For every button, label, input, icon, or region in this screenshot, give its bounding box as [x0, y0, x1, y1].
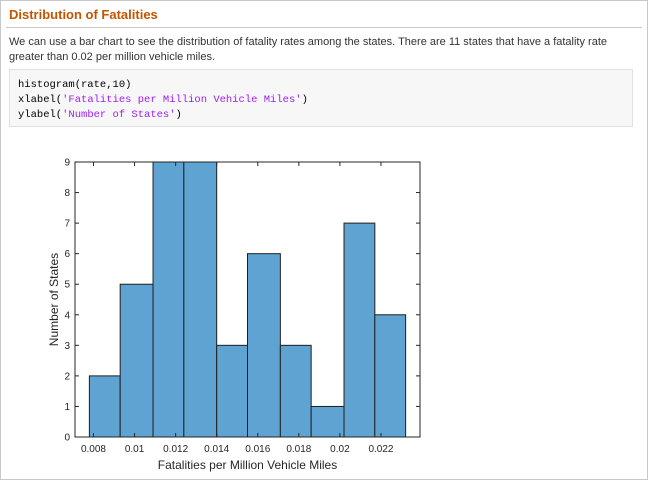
histogram-bar — [216, 344, 248, 438]
x-tick-label: 0.01 — [125, 444, 145, 455]
x-tick-label: 0.012 — [163, 444, 188, 455]
bars-group — [88, 161, 407, 438]
code-call: histogram(rate,10) — [18, 79, 132, 91]
code-call: ylabel( — [18, 109, 63, 121]
code-string: 'Fatalities per Million Vehicle Miles' — [62, 94, 302, 106]
x-tick-label: 0.022 — [368, 444, 393, 455]
y-tick-label: 2 — [64, 371, 70, 382]
y-tick-label: 6 — [64, 249, 70, 260]
histogram-bar — [183, 161, 218, 438]
x-tick-label: 0.016 — [245, 444, 270, 455]
x-tick-label: 0.02 — [330, 444, 350, 455]
histogram-bar — [343, 222, 376, 438]
y-tick-label: 1 — [64, 402, 70, 413]
histogram-bar — [310, 405, 345, 438]
y-tick-label: 8 — [64, 188, 70, 199]
histogram-bar — [279, 344, 312, 438]
code-string: 'Number of States' — [62, 109, 176, 121]
intro-paragraph: We can use a bar chart to see the distri… — [9, 36, 608, 63]
x-axis-label: Fatalities per Million Vehicle Miles — [158, 458, 337, 472]
code-call: ) — [175, 109, 182, 121]
axes-box — [74, 161, 421, 438]
title-divider — [6, 27, 642, 28]
x-tick-label: 0.008 — [81, 444, 106, 455]
code-line-3: ylabel('Number of States') — [18, 108, 624, 123]
histogram-bar — [247, 253, 281, 438]
x-ticks: 0.008 0.01 0.012 0.014 0.016 0.018 0.02 0.022 — [81, 162, 394, 455]
x-tick-label: 0.014 — [204, 444, 229, 455]
y-tick-label: 4 — [64, 310, 70, 321]
section-title: Distribution of Fatalities — [9, 7, 158, 22]
y-axis-label: Number of States — [47, 253, 61, 346]
histogram-bar — [152, 161, 185, 438]
histogram-bar — [119, 283, 154, 438]
code-line-2: xlabel('Fatalities per Million Vehicle M… — [18, 93, 624, 108]
y-tick-label: 3 — [64, 341, 70, 352]
y-ticks: 0 1 2 3 4 5 6 7 8 9 — [64, 158, 420, 444]
code-call: xlabel( — [18, 94, 63, 106]
code-call: ) — [301, 94, 308, 106]
histogram-chart: 0.008 0.01 0.012 0.014 0.016 0.018 0.02 0.022 0… — [47, 158, 421, 472]
y-tick-label: 9 — [64, 158, 70, 169]
histogram-bar — [374, 314, 407, 438]
code-line-1: histogram(rate,10) — [18, 78, 624, 93]
y-tick-label: 7 — [64, 219, 70, 230]
histogram-bar — [88, 375, 121, 438]
x-tick-label: 0.018 — [286, 444, 311, 455]
y-tick-label: 0 — [64, 433, 70, 444]
code-block[interactable]: histogram(rate,10) xlabel('Fatalities per… — [9, 69, 633, 127]
y-tick-label: 5 — [64, 280, 70, 291]
